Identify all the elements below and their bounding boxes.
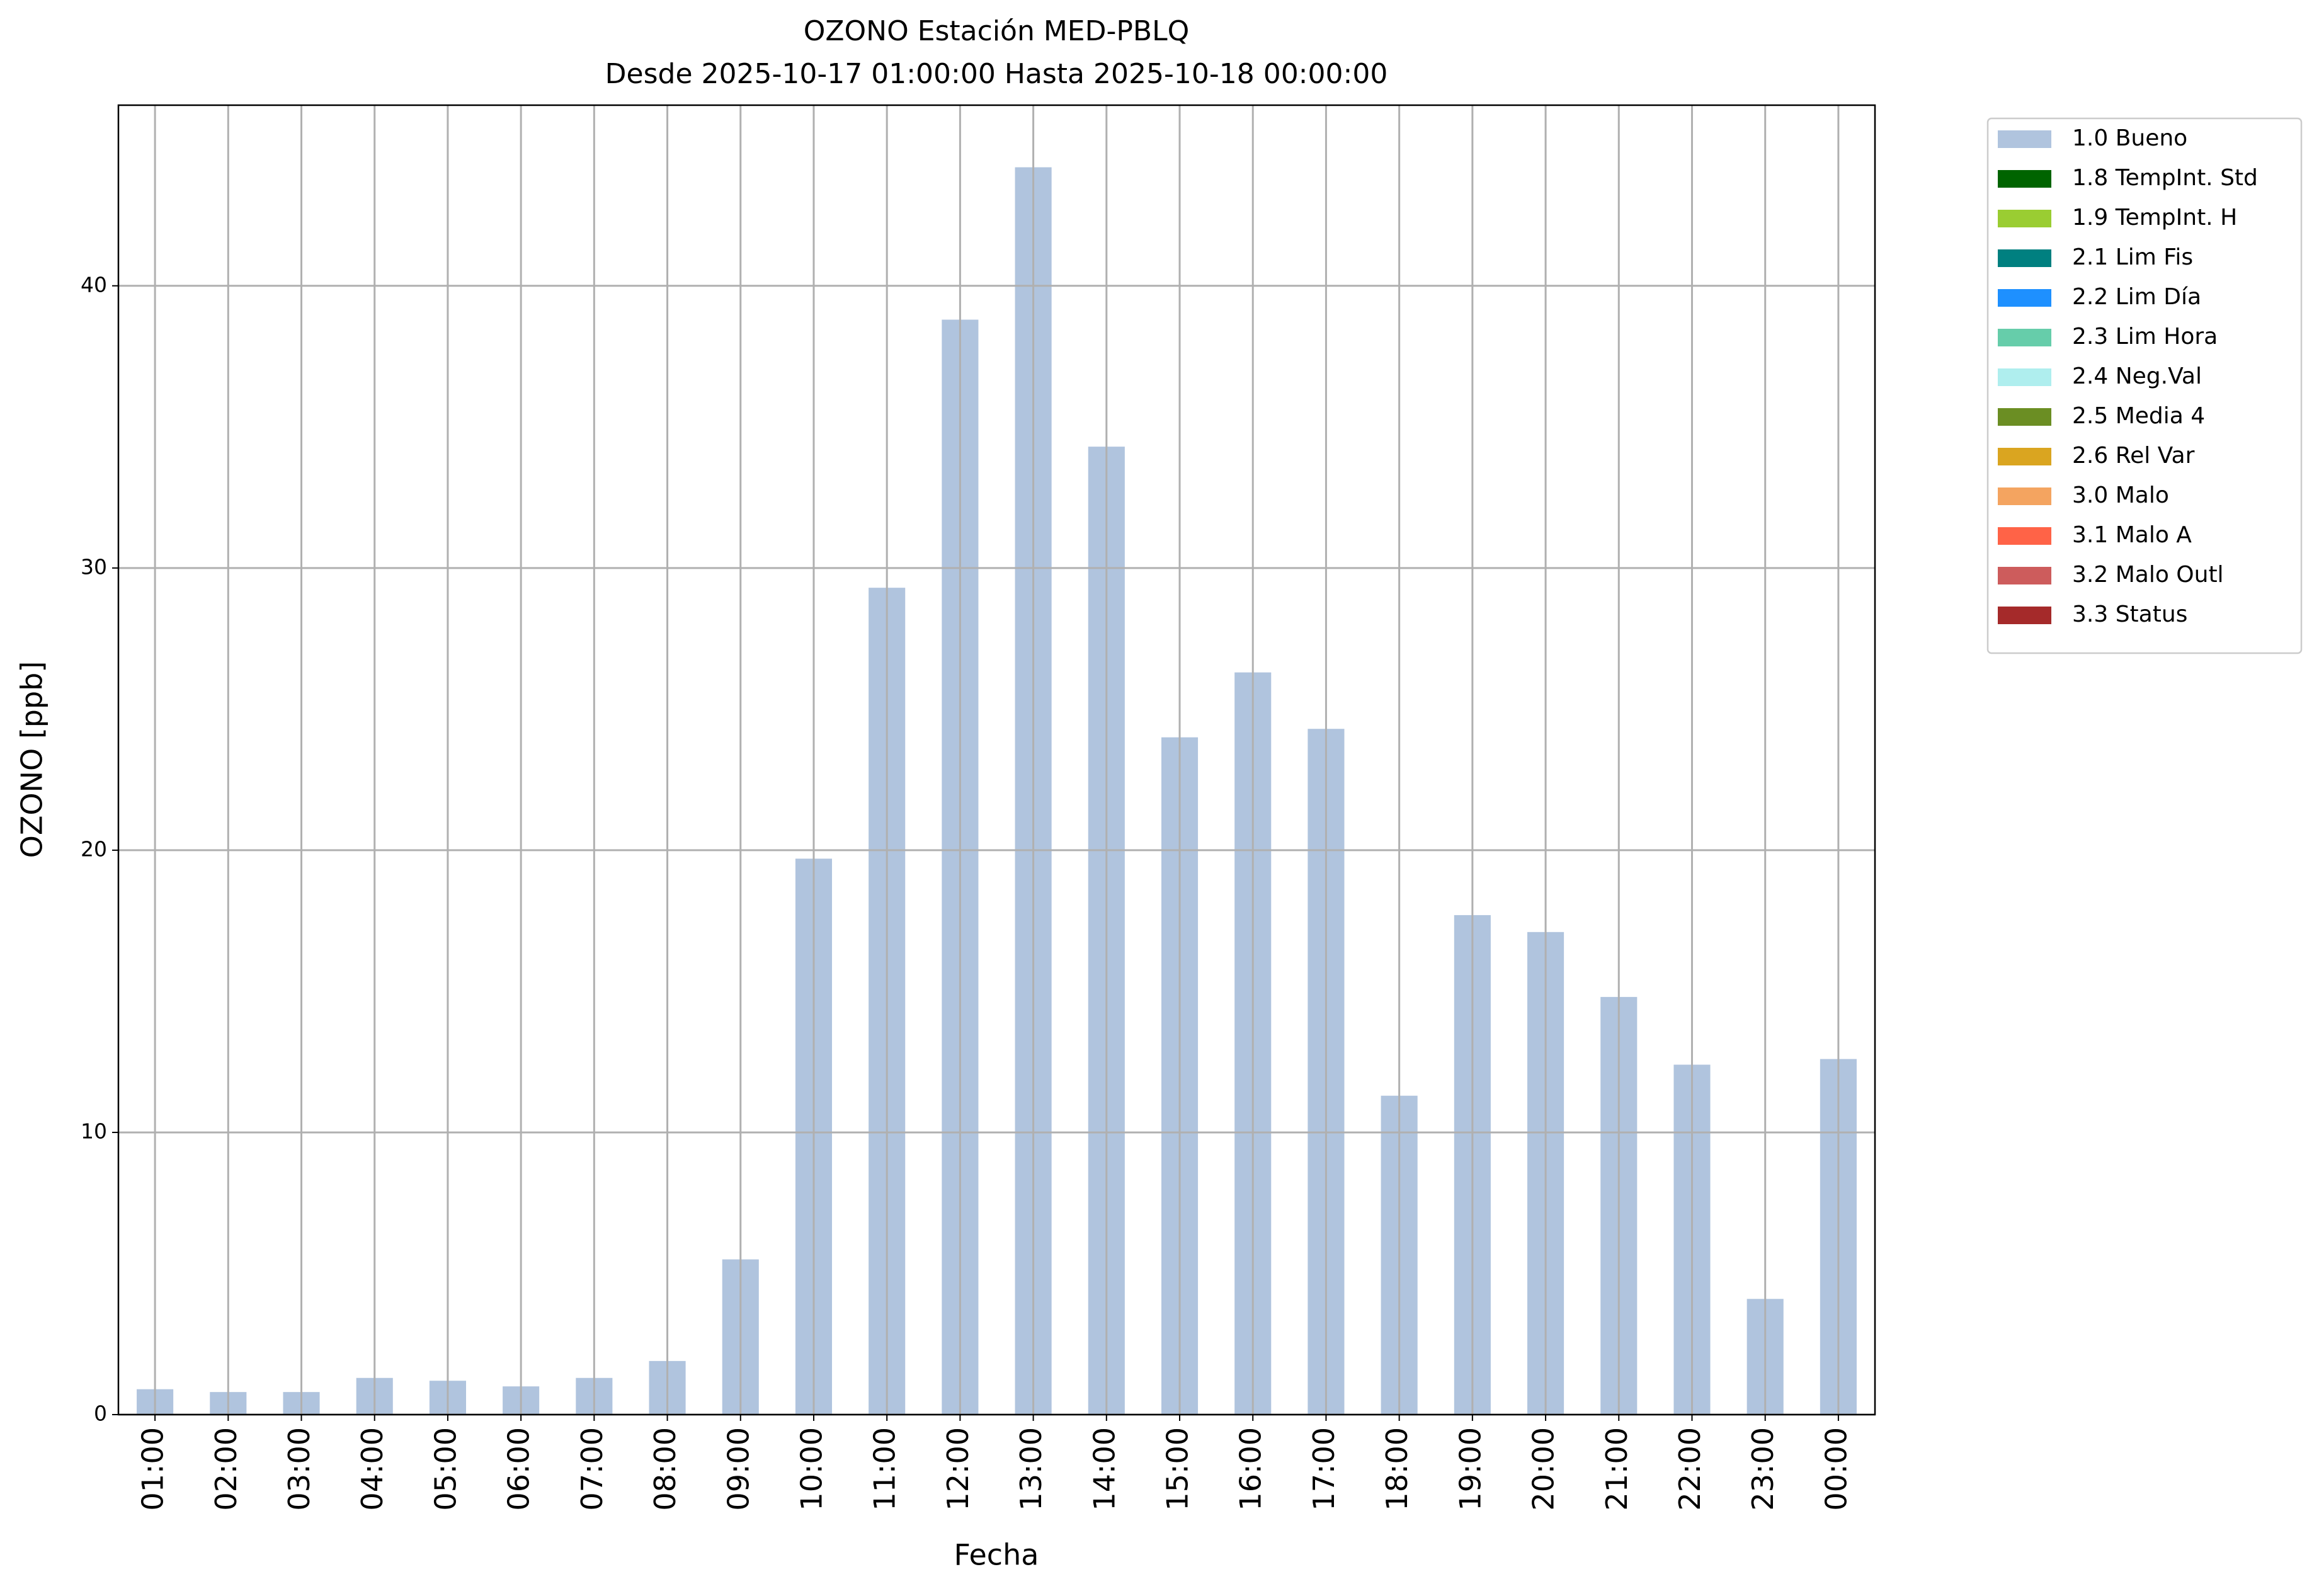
x-tick-label: 02:00 — [209, 1427, 243, 1511]
plot-frame — [117, 104, 1876, 1416]
y-tick-label: 20 — [81, 836, 107, 861]
legend-box — [1986, 117, 2303, 654]
legend-swatch — [1998, 607, 2051, 624]
x-tick-label: 09:00 — [721, 1427, 755, 1511]
chart-subtitle: Desde 2025-10-17 01:00:00 Hasta 2025-10-… — [605, 58, 1388, 90]
y-axis-title: OZONO [ppb] — [15, 661, 49, 858]
legend-label: 2.5 Media 4 — [2072, 403, 2205, 429]
x-tick-label: 19:00 — [1453, 1427, 1487, 1511]
y-tick-label: 40 — [81, 272, 107, 297]
x-tick-label: 16:00 — [1234, 1427, 1268, 1511]
legend-swatch — [1998, 368, 2051, 386]
x-tick-label: 08:00 — [648, 1427, 682, 1511]
y-tick-label: 30 — [81, 554, 107, 579]
x-tick-label: 18:00 — [1380, 1427, 1414, 1511]
legend-label: 2.4 Neg.Val — [2072, 363, 2202, 389]
legend-swatch — [1998, 527, 2051, 545]
x-tick-label: 00:00 — [1819, 1427, 1853, 1511]
x-tick-label: 01:00 — [136, 1427, 170, 1511]
y-tick-label: 10 — [81, 1119, 107, 1143]
legend-swatch — [1998, 249, 2051, 267]
x-axis-title: Fecha — [954, 1538, 1039, 1572]
x-tick-label: 20:00 — [1527, 1427, 1561, 1511]
legend-label: 2.2 Lim Día — [2072, 284, 2201, 310]
x-tick-label: 17:00 — [1307, 1427, 1341, 1511]
legend-label: 3.3 Status — [2072, 601, 2187, 627]
legend-label: 2.3 Lim Hora — [2072, 324, 2218, 350]
legend-swatch — [1998, 210, 2051, 227]
x-tick-label: 06:00 — [502, 1427, 536, 1511]
x-tick-label: 11:00 — [868, 1427, 902, 1511]
legend-label: 3.0 Malo — [2072, 482, 2169, 508]
x-tick-label: 12:00 — [941, 1427, 975, 1511]
legend-swatch — [1998, 130, 2051, 148]
legend-label: 1.0 Bueno — [2072, 125, 2187, 151]
x-tick-label: 04:00 — [355, 1427, 389, 1511]
legend-label: 2.6 Rel Var — [2072, 443, 2195, 469]
legend-label: 1.8 TempInt. Std — [2072, 165, 2258, 191]
legend-swatch — [1998, 487, 2051, 505]
x-tick-label: 13:00 — [1014, 1427, 1048, 1511]
legend-swatch — [1998, 289, 2051, 307]
x-tick-label: 23:00 — [1746, 1427, 1780, 1511]
y-tick-label: 0 — [94, 1401, 107, 1426]
x-tick-label: 21:00 — [1600, 1427, 1634, 1511]
chart-title: OZONO Estación MED-PBLQ — [804, 15, 1189, 47]
x-tick-label: 15:00 — [1161, 1427, 1195, 1511]
x-tick-label: 07:00 — [575, 1427, 609, 1511]
x-tick-label: 10:00 — [794, 1427, 828, 1511]
legend-swatch — [1998, 448, 2051, 465]
legend-swatch — [1998, 567, 2051, 584]
x-tick-label: 05:00 — [428, 1427, 462, 1511]
x-tick-label: 14:00 — [1087, 1427, 1121, 1511]
legend-label: 3.1 Malo A — [2072, 522, 2192, 548]
legend-label: 1.9 TempInt. H — [2072, 205, 2237, 231]
legend-swatch — [1998, 329, 2051, 346]
x-tick-label: 03:00 — [282, 1427, 316, 1511]
legend-swatch — [1998, 170, 2051, 188]
x-tick-label: 22:00 — [1673, 1427, 1707, 1511]
legend-swatch — [1998, 408, 2051, 426]
legend-label: 3.2 Malo Outl — [2072, 562, 2224, 588]
legend-label: 2.1 Lim Fis — [2072, 244, 2193, 270]
